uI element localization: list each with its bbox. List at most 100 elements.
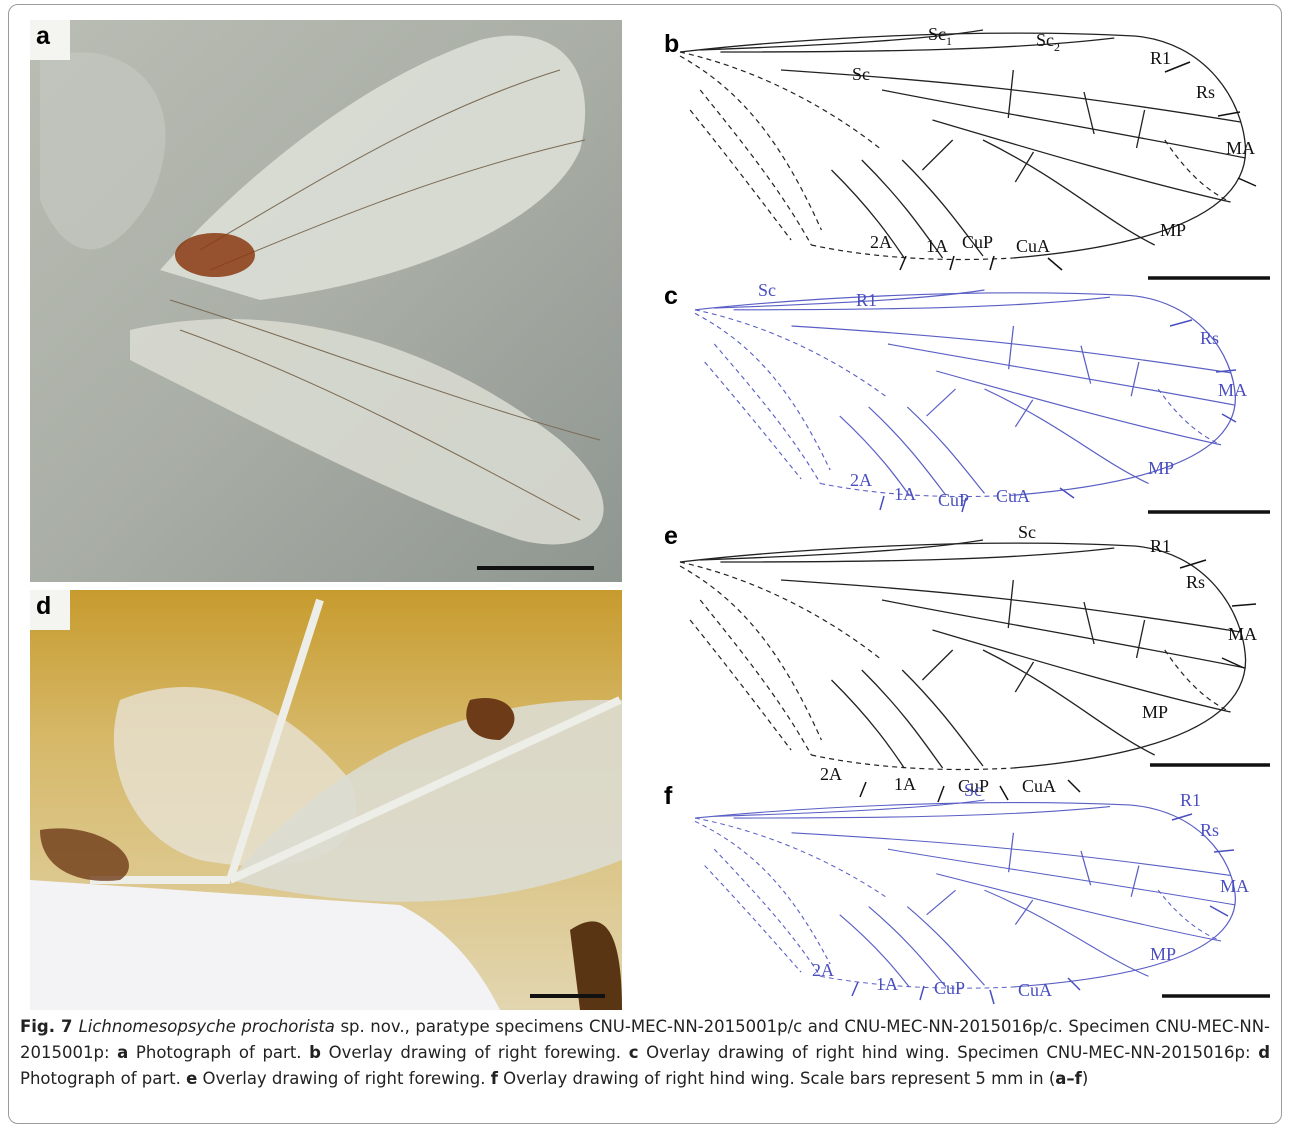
panel-letter: e (664, 522, 678, 550)
vein-label-text: Sc (964, 780, 982, 800)
vein-label-text: R1 (1150, 48, 1171, 68)
label-tick (990, 256, 994, 270)
vein-label-text: R1 (1180, 790, 1201, 810)
caption-run: Lichnomesopsyche prochorista (79, 1017, 335, 1036)
label-tick (1222, 414, 1236, 422)
vein-label: R1 (1180, 790, 1201, 810)
vein-label-text: 1A (926, 236, 948, 256)
vein-label-text: Sc (1036, 30, 1054, 50)
vein-label: MP (1150, 944, 1176, 964)
wing-drawing-e (680, 540, 1246, 769)
vein-label: Rs (1200, 328, 1219, 348)
panel-letter: a (36, 22, 51, 50)
vein-label-text: CuA (1022, 776, 1056, 796)
vein-label: Rs (1200, 820, 1219, 840)
caption-run: Overlay drawing of right hind wing. Scal… (498, 1069, 1055, 1088)
vein-label: Rs (1186, 572, 1205, 592)
vein-label: MA (1228, 624, 1257, 644)
vein-label: MP (1148, 458, 1174, 478)
vein-label-text: CuP (962, 232, 993, 252)
label-tick (1068, 780, 1080, 792)
label-tick (1068, 978, 1080, 990)
vein-label: R1 (1150, 48, 1171, 68)
vein-label: MA (1218, 380, 1247, 400)
label-tick (1222, 658, 1244, 668)
vein-label: 2A (850, 470, 872, 490)
caption-run: b (309, 1043, 321, 1062)
caption-run: Photograph of part. (128, 1043, 309, 1062)
vein-label-text: 2A (812, 960, 834, 980)
vein-label: 1A (894, 484, 916, 504)
label-tick (1216, 370, 1236, 372)
label-tick (920, 986, 924, 1000)
vein-label-text: CuP (934, 978, 965, 998)
caption-run: Photograph of part. (20, 1069, 186, 1088)
caption-run: Fig. 7 (20, 1017, 79, 1036)
vein-label-text: Rs (1200, 328, 1219, 348)
vein-label-text: Sc (928, 24, 946, 44)
vein-label-text: 1A (876, 974, 898, 994)
vein-label: CuA (1018, 980, 1052, 1000)
vein-label-text: 1A (894, 774, 916, 794)
label-tick (852, 982, 858, 996)
vein-label-text: MA (1226, 138, 1255, 158)
vein-label: Rs (1196, 82, 1215, 102)
vein-label-text: Sc (1018, 522, 1036, 542)
vein-label-text: MP (1160, 220, 1186, 240)
vein-label: Sc (852, 64, 870, 84)
vein-label: 2A (812, 960, 834, 980)
label-tick (880, 496, 884, 510)
page: {"panels": [ {"letter": "a"}, {"letter":… (0, 0, 1290, 1130)
vein-label-text: 2A (850, 470, 872, 490)
label-tick (938, 786, 944, 802)
vein-label-text: MA (1218, 380, 1247, 400)
panel-letter: b (664, 30, 679, 58)
vein-label-text: 2A (820, 764, 842, 784)
vein-label: 1A (894, 774, 916, 794)
photo-d (30, 590, 622, 1010)
vein-label-text: MA (1228, 624, 1257, 644)
caption-run: c (629, 1043, 639, 1062)
vein-label: 1A (876, 974, 898, 994)
vein-label-text: Rs (1200, 820, 1219, 840)
vein-label: MP (1160, 220, 1186, 240)
vein-label: CuA (996, 486, 1030, 506)
label-tick (1048, 258, 1062, 270)
panel-letter: d (36, 592, 51, 620)
vein-label: MA (1220, 876, 1249, 896)
label-tick (1232, 604, 1256, 606)
vein-label-subscript: 1 (946, 34, 952, 48)
photo-a (30, 20, 622, 582)
caption-run: a–f (1055, 1069, 1082, 1088)
vein-label: CuA (1016, 236, 1050, 256)
vein-label-text: MA (1220, 876, 1249, 896)
label-tick (1170, 320, 1192, 326)
vein-label-text: 2A (870, 232, 892, 252)
label-tick (1218, 112, 1240, 116)
caption-run: Overlay drawing of right forewing. (321, 1043, 629, 1062)
vein-label: Sc (758, 280, 776, 300)
vein-label-text: MP (1142, 702, 1168, 722)
vein-label-text: R1 (856, 290, 877, 310)
vein-label: Sc (1018, 522, 1036, 542)
vein-label: 2A (870, 232, 892, 252)
vein-label-text: Sc (852, 64, 870, 84)
label-tick (860, 782, 866, 797)
caption-run: d (1258, 1043, 1270, 1062)
vein-label: Sc (964, 780, 982, 800)
panel-letter: c (664, 282, 678, 310)
vein-label-text: Rs (1196, 82, 1215, 102)
panel-letter: f (664, 782, 673, 810)
label-tick (1000, 786, 1008, 800)
vein-label-text: CuP (938, 490, 969, 510)
vein-label: R1 (1150, 536, 1171, 556)
label-tick (1238, 178, 1256, 186)
vein-label: 2A (820, 764, 842, 784)
vein-label-text: Rs (1186, 572, 1205, 592)
caption-run: ) (1082, 1069, 1088, 1088)
label-tick (950, 256, 954, 270)
vein-label-text: R1 (1150, 536, 1171, 556)
figure-caption: Fig. 7 Lichnomesopsyche prochorista sp. … (20, 1014, 1270, 1092)
vein-label-text: CuA (1018, 980, 1052, 1000)
